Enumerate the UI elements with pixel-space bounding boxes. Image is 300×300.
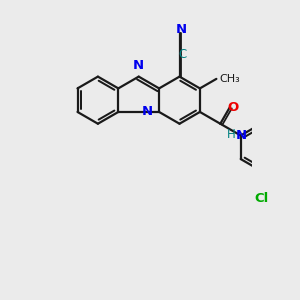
Text: Cl: Cl xyxy=(254,192,268,205)
Text: N: N xyxy=(236,129,247,142)
Text: O: O xyxy=(227,101,239,114)
Text: N: N xyxy=(133,59,144,72)
Text: N: N xyxy=(176,23,187,36)
Text: C: C xyxy=(178,48,187,62)
Text: N: N xyxy=(142,105,153,119)
Text: H: H xyxy=(226,128,235,141)
Text: CH₃: CH₃ xyxy=(219,74,240,84)
